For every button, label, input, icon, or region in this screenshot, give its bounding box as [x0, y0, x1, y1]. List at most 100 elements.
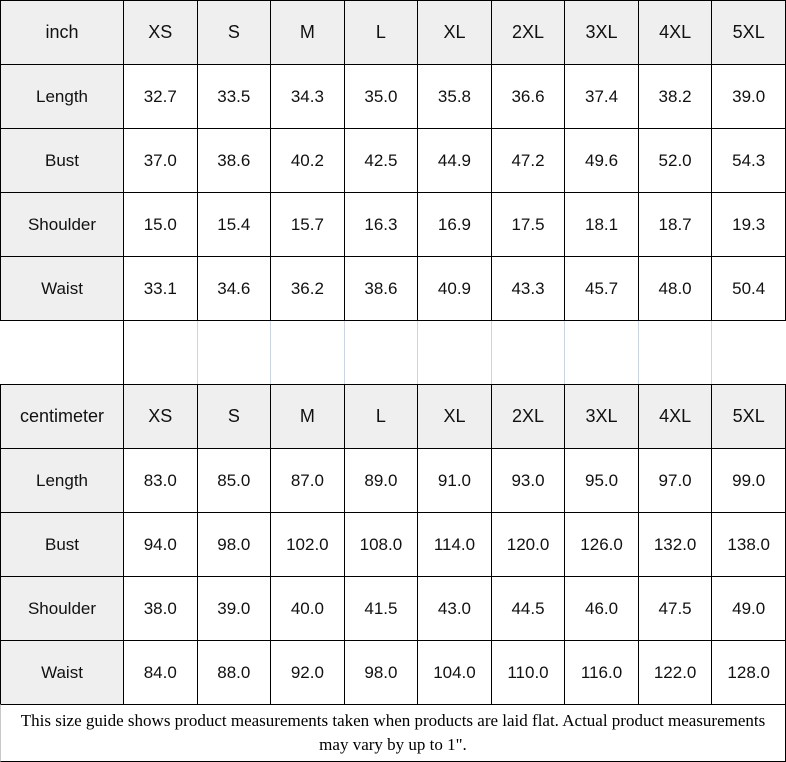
- measurement-value-cell: 15.4: [196, 192, 272, 257]
- measurement-label: Shoulder: [0, 192, 124, 257]
- measurement-value-cell: 38.0: [123, 576, 198, 641]
- measurement-value-cell: 84.0: [123, 640, 198, 705]
- spacer-cell: [711, 320, 786, 385]
- size-header-cell: 3XL: [564, 0, 639, 65]
- measurement-value-cell: 54.3: [711, 128, 786, 193]
- size-header-cell: XS: [123, 384, 198, 449]
- size-header-cell: XS: [123, 0, 198, 65]
- measurement-value-cell: 97.0: [637, 448, 713, 513]
- size-header-cell: 5XL: [711, 0, 786, 65]
- measurement-label: Waist: [0, 640, 124, 705]
- size-header-cell: 3XL: [564, 384, 639, 449]
- measurement-value-cell: 16.9: [417, 192, 492, 257]
- measurement-label: Length: [0, 448, 124, 513]
- measurement-value-cell: 87.0: [270, 448, 345, 513]
- measurement-value-cell: 98.0: [343, 640, 419, 705]
- size-header-cell: 4XL: [637, 0, 713, 65]
- measurement-row: Bust 94.0 98.0 102.0 108.0 114.0 120.0 126.0 132…: [0, 512, 786, 577]
- spacer-row: [0, 320, 786, 385]
- measurement-value-cell: 91.0: [417, 448, 492, 513]
- measurement-value-cell: 102.0: [270, 512, 345, 577]
- measurement-value-cell: 35.0: [343, 64, 419, 129]
- measurement-value-cell: 99.0: [711, 448, 786, 513]
- size-header-cell: S: [196, 384, 272, 449]
- measurement-value-cell: 49.0: [711, 576, 786, 641]
- spacer-cell: [637, 320, 713, 385]
- measurement-value-cell: 89.0: [343, 448, 419, 513]
- measurement-value-cell: 122.0: [637, 640, 713, 705]
- measurement-value-cell: 48.0: [637, 256, 713, 321]
- measurement-value-cell: 47.2: [490, 128, 566, 193]
- measurement-value-cell: 104.0: [417, 640, 492, 705]
- spacer-cell: [490, 320, 566, 385]
- measurement-value-cell: 38.6: [343, 256, 419, 321]
- measurement-value-cell: 47.5: [637, 576, 713, 641]
- measurement-value-cell: 85.0: [196, 448, 272, 513]
- measurement-value-cell: 128.0: [711, 640, 786, 705]
- size-header-cell: 4XL: [637, 384, 713, 449]
- measurement-value-cell: 120.0: [490, 512, 566, 577]
- measurement-row: Waist 84.0 88.0 92.0 98.0 104.0 110.0 116.0 122.…: [0, 640, 786, 705]
- spacer-cell: [196, 320, 272, 385]
- measurement-value-cell: 40.9: [417, 256, 492, 321]
- measurement-value-cell: 36.6: [490, 64, 566, 129]
- measurement-value-cell: 45.7: [564, 256, 639, 321]
- size-guide-disclaimer: This size guide shows product measuremen…: [0, 704, 786, 762]
- size-header-cell: XL: [417, 384, 492, 449]
- size-header-cell: M: [270, 384, 345, 449]
- measurement-row: Shoulder 15.0 15.4 15.7 16.3 16.9 17.5 18.1 18.7…: [0, 192, 786, 257]
- measurement-value-cell: 43.3: [490, 256, 566, 321]
- cm_table-unit-label: centimeter: [0, 384, 124, 449]
- measurement-value-cell: 34.3: [270, 64, 345, 129]
- measurement-row: Length 32.7 33.5 34.3 35.0 35.8 36.6 37.4 38.2 39…: [0, 64, 786, 129]
- measurement-value-cell: 132.0: [637, 512, 713, 577]
- measurement-value-cell: 92.0: [270, 640, 345, 705]
- measurement-row: Shoulder 38.0 39.0 40.0 41.5 43.0 44.5 46.0 47.5…: [0, 576, 786, 641]
- size-header-cell: L: [343, 384, 419, 449]
- measurement-value-cell: 114.0: [417, 512, 492, 577]
- measurement-value-cell: 38.2: [637, 64, 713, 129]
- measurement-value-cell: 93.0: [490, 448, 566, 513]
- measurement-value-cell: 18.1: [564, 192, 639, 257]
- measurement-value-cell: 15.0: [123, 192, 198, 257]
- measurement-value-cell: 19.3: [711, 192, 786, 257]
- measurement-value-cell: 43.0: [417, 576, 492, 641]
- spacer-cell: [0, 320, 124, 385]
- cm_table-header-row: centimeter XS S M L XL 2XL 3XL 4XL 5XL: [0, 384, 786, 449]
- measurement-value-cell: 116.0: [564, 640, 639, 705]
- inch-section: inch XS S M L XL 2XL 3XL 4XL 5XL Length 32.7 33.5 34.…: [0, 0, 786, 321]
- size-header-cell: S: [196, 0, 272, 65]
- measurement-value-cell: 37.4: [564, 64, 639, 129]
- measurement-value-cell: 50.4: [711, 256, 786, 321]
- spacer-cell: [417, 320, 492, 385]
- measurement-value-cell: 38.6: [196, 128, 272, 193]
- measurement-value-cell: 108.0: [343, 512, 419, 577]
- measurement-value-cell: 35.8: [417, 64, 492, 129]
- measurement-label: Bust: [0, 512, 124, 577]
- measurement-row: Waist 33.1 34.6 36.2 38.6 40.9 43.3 45.7 48.0 50.…: [0, 256, 786, 321]
- measurement-value-cell: 94.0: [123, 512, 198, 577]
- measurement-value-cell: 33.5: [196, 64, 272, 129]
- measurement-value-cell: 34.6: [196, 256, 272, 321]
- size-header-cell: M: [270, 0, 345, 65]
- measurement-row: Bust 37.0 38.6 40.2 42.5 44.9 47.2 49.6 52.0 54.3: [0, 128, 786, 193]
- size-chart-table: inch XS S M L XL 2XL 3XL 4XL 5XL Length 32.7 33.5 34.…: [0, 0, 786, 705]
- spacer-cell: [564, 320, 639, 385]
- measurement-value-cell: 88.0: [196, 640, 272, 705]
- measurement-value-cell: 18.7: [637, 192, 713, 257]
- measurement-value-cell: 37.0: [123, 128, 198, 193]
- measurement-value-cell: 110.0: [490, 640, 566, 705]
- size-header-cell: XL: [417, 0, 492, 65]
- spacer-cell: [343, 320, 419, 385]
- spacer-section: [0, 320, 786, 385]
- measurement-row: Length 83.0 85.0 87.0 89.0 91.0 93.0 95.0 97.0 99…: [0, 448, 786, 513]
- spacer-cell: [123, 320, 198, 385]
- centimeter-section: centimeter XS S M L XL 2XL 3XL 4XL 5XL Length 83.0 8…: [0, 384, 786, 705]
- measurement-value-cell: 138.0: [711, 512, 786, 577]
- measurement-value-cell: 49.6: [564, 128, 639, 193]
- measurement-value-cell: 40.0: [270, 576, 345, 641]
- size-header-cell: 2XL: [490, 0, 566, 65]
- measurement-value-cell: 36.2: [270, 256, 345, 321]
- measurement-label: Bust: [0, 128, 124, 193]
